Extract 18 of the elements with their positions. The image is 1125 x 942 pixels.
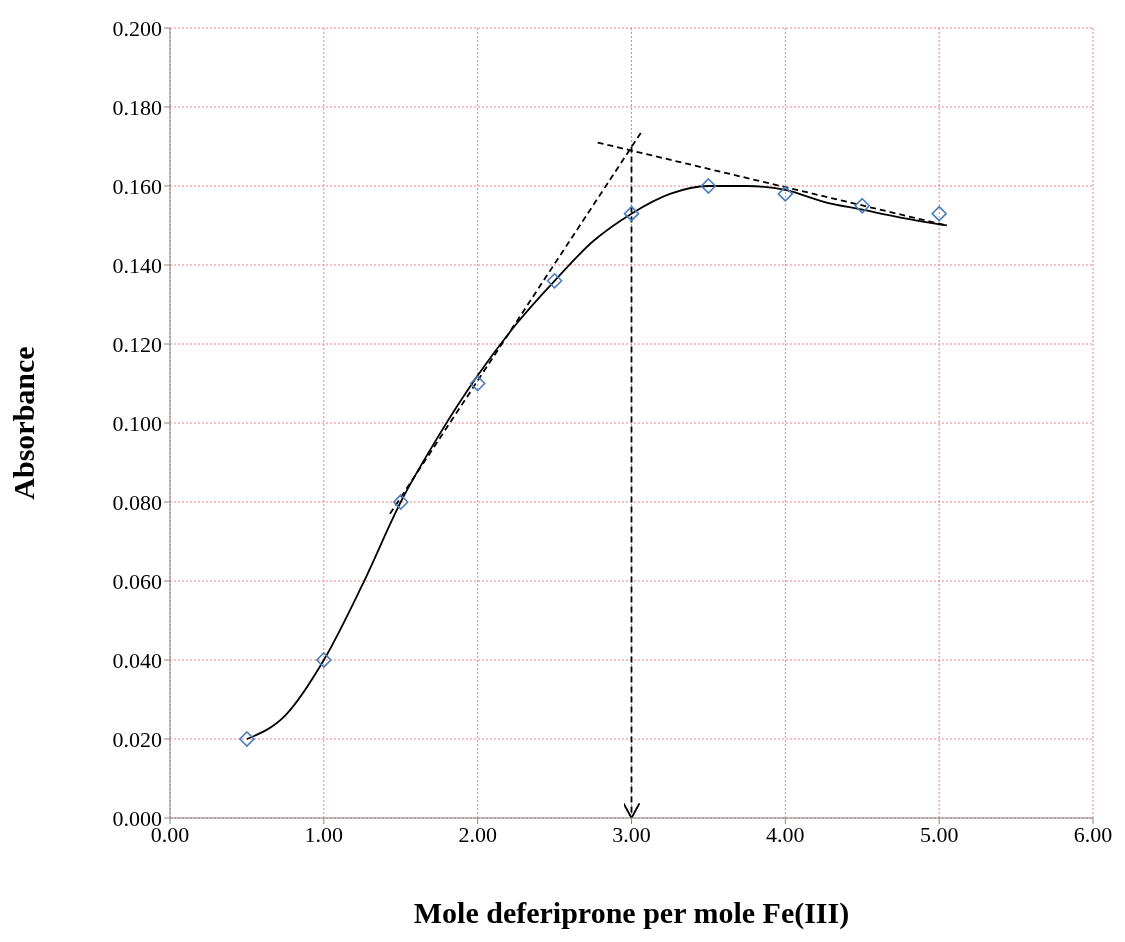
y-tick-label: 0.100 [112, 410, 162, 436]
y-tick-label: 0.120 [112, 331, 162, 357]
x-tick-label: 3.00 [612, 821, 651, 847]
x-tick-label: 4.00 [766, 821, 805, 847]
y-axis-title: Absorbance [6, 346, 40, 500]
y-tick-label: 0.160 [112, 173, 162, 199]
y-tick-label: 0.020 [112, 726, 162, 752]
y-tick-label: 0.080 [112, 489, 162, 515]
y-tick-label: 0.180 [112, 94, 162, 120]
x-tick-label: 1.00 [304, 821, 344, 847]
y-tick-label: 0.140 [112, 252, 162, 278]
y-tick-label: 0.200 [112, 15, 162, 41]
x-tick-label: 6.00 [1073, 821, 1113, 847]
y-tick-label: 0.060 [112, 568, 162, 594]
x-axis-title: Mole deferiprone per mole Fe(III) [413, 896, 850, 930]
x-tick-label: 2.00 [458, 821, 497, 847]
y-tick-label: 0.040 [112, 647, 162, 673]
x-tick-label: 5.00 [919, 821, 959, 847]
